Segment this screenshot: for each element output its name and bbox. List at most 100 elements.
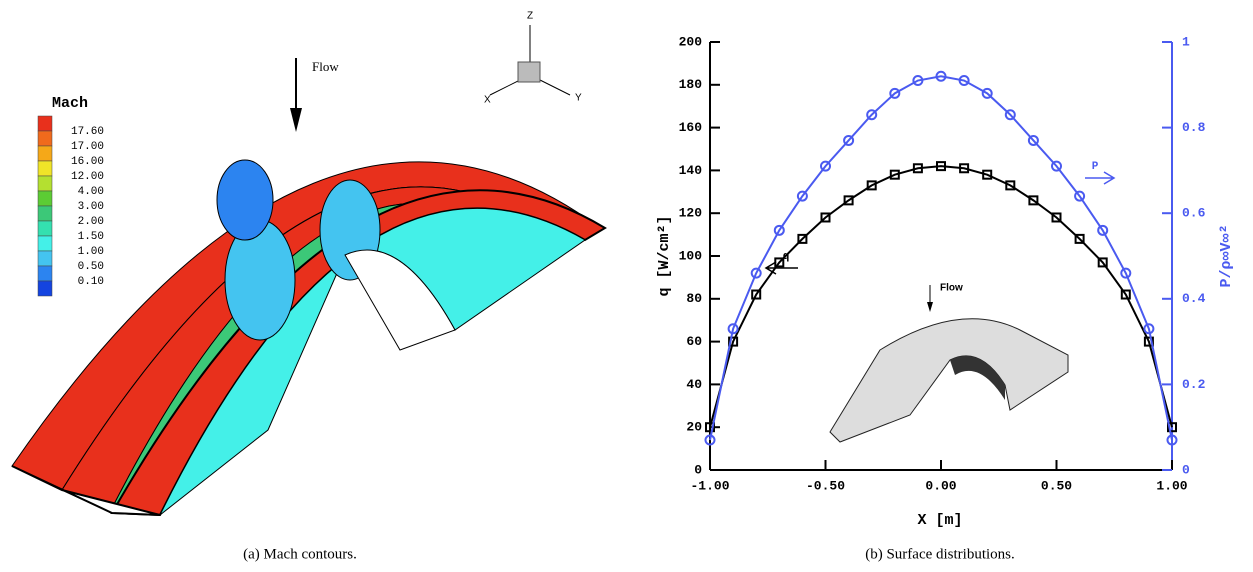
point <box>1074 233 1085 244</box>
y-tick-label: 0 <box>694 462 702 477</box>
legend-swatch <box>37 235 53 252</box>
x-tick-label: 1.00 <box>1156 478 1187 493</box>
point <box>843 134 855 146</box>
legend-label: 3.00 <box>78 201 104 213</box>
legend-label: 16.00 <box>71 156 104 168</box>
point <box>1143 336 1154 347</box>
legend-swatch <box>37 145 53 162</box>
point <box>1167 422 1177 433</box>
series-label: P <box>1092 161 1099 173</box>
point <box>704 434 716 446</box>
point <box>866 109 878 121</box>
contour-panel: Flow X Y Z Mach (a) Mach contours. <box>11 11 607 562</box>
point <box>727 323 739 335</box>
triad-label: Z <box>527 11 533 22</box>
y2-axis-label: P/ρ∞V∞² <box>1218 224 1235 287</box>
point <box>936 161 946 172</box>
point <box>958 75 970 87</box>
y-tick-label: 80 <box>686 291 702 306</box>
y-tick-label: 60 <box>686 334 702 349</box>
point <box>912 163 923 174</box>
y-tick-label: 180 <box>679 77 703 92</box>
point <box>1120 267 1132 279</box>
x-tick-label: -0.50 <box>806 478 845 493</box>
y-tick-label: 160 <box>679 120 703 135</box>
flow-label: Flow <box>312 59 339 74</box>
inset-flow-arrowhead <box>927 302 933 312</box>
flow-arrowhead <box>290 108 302 132</box>
legend-swatch <box>37 280 53 297</box>
callout-arrow <box>1085 171 1116 185</box>
point <box>1051 212 1062 223</box>
point <box>728 336 739 347</box>
point <box>797 233 808 244</box>
x-tick-label: 0.50 <box>1041 478 1072 493</box>
legend-label: 1.00 <box>78 246 104 258</box>
x-tick-label: 0.00 <box>925 478 956 493</box>
y-tick-label: 200 <box>679 34 703 49</box>
y2-tick-label: 0.2 <box>1182 377 1206 392</box>
point <box>1005 180 1016 191</box>
point <box>889 87 901 99</box>
legend-swatch <box>37 190 53 207</box>
legend-swatch <box>37 175 53 192</box>
inset-opening <box>950 355 1005 400</box>
x-axis-label: X [m] <box>917 512 962 529</box>
chart-panel: X [m] q [W/cm²] P/ρ∞V∞² Flow (b) Surface… <box>656 215 1235 562</box>
point <box>843 195 854 206</box>
y2-tick-label: 0.8 <box>1182 120 1206 135</box>
legend-swatch <box>37 220 53 237</box>
series-line <box>709 165 1173 428</box>
legend-swatch <box>37 130 53 147</box>
y-tick-label: 120 <box>679 206 703 221</box>
legend-label: 0.10 <box>78 276 104 288</box>
point <box>1166 434 1178 446</box>
legend-swatch <box>37 265 53 282</box>
legend-label: 17.00 <box>71 141 104 153</box>
legend-swatch <box>37 160 53 177</box>
legend-swatch <box>37 115 53 132</box>
point <box>866 180 877 191</box>
legend-swatch <box>37 205 53 222</box>
caption: (b) Surface distributions. <box>865 546 1015 562</box>
point <box>1027 134 1039 146</box>
arch-opening <box>344 249 456 351</box>
legend-label: 0.50 <box>78 261 104 273</box>
point <box>1051 160 1062 172</box>
legend-label: 1.50 <box>78 231 104 243</box>
triad-label: X <box>484 95 491 106</box>
point <box>820 160 831 172</box>
y2-tick-label: 0 <box>1182 462 1190 477</box>
legend-label: 17.60 <box>71 126 104 138</box>
point <box>889 169 900 180</box>
x-tick-label: -1.00 <box>690 478 729 493</box>
triad-label: Y <box>575 93 582 104</box>
point <box>1097 257 1108 268</box>
point <box>1097 224 1109 236</box>
point <box>750 267 762 279</box>
point <box>1120 289 1131 300</box>
point <box>773 224 785 236</box>
point <box>935 70 947 82</box>
contour-blob <box>216 159 274 241</box>
inset-flow-label: Flow <box>940 283 963 294</box>
y2-tick-label: 0.4 <box>1182 291 1206 306</box>
y-tick-label: 40 <box>686 377 702 392</box>
point <box>1143 323 1155 335</box>
point <box>796 190 808 202</box>
legend-label: 2.00 <box>78 216 104 228</box>
legend-title: Mach <box>52 95 88 112</box>
point <box>982 169 993 180</box>
y-tick-label: 20 <box>686 420 702 435</box>
point <box>705 422 715 433</box>
point <box>912 75 924 87</box>
point <box>1074 190 1086 202</box>
point <box>959 163 970 174</box>
inset-geometry <box>829 318 1069 443</box>
y2-tick-label: 1 <box>1182 34 1190 49</box>
y-tick-label: 140 <box>679 163 703 178</box>
triad-cube <box>517 61 541 83</box>
point <box>981 87 993 99</box>
legend-label: 4.00 <box>78 186 104 198</box>
